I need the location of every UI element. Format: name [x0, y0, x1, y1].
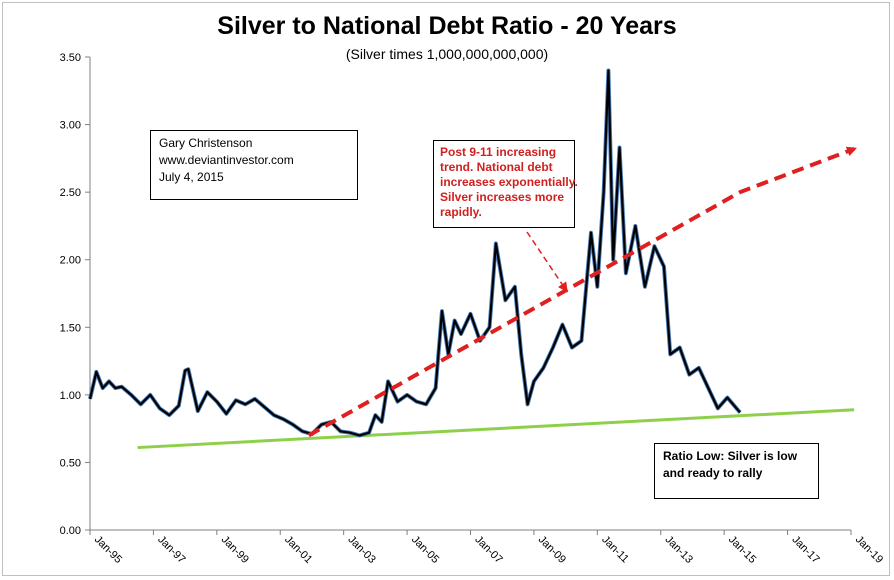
y-tick-label: 2.00 [60, 255, 81, 267]
chart-title: Silver to National Debt Ratio - 20 Years [217, 12, 677, 40]
author-name: Gary Christenson [159, 136, 253, 150]
x-tick-label: Jan-13 [663, 534, 695, 566]
x-tick-label: Jan-99 [219, 534, 251, 566]
post911-note: Post 9-11 increasing trend. National deb… [433, 140, 578, 228]
x-tick-label: Jan-03 [346, 534, 378, 566]
y-tick-label: 2.50 [60, 187, 81, 199]
annotation-pointer-arrow [526, 231, 568, 293]
x-tick-label: Jan-07 [472, 534, 504, 566]
ratio-low-line-1: Ratio Low: Silver is low [663, 449, 798, 463]
y-tick-label: 3.50 [60, 52, 81, 64]
support-trend-line [137, 408, 855, 450]
post911-line-5: rapidly. [440, 205, 482, 219]
y-tick-label: 0.00 [60, 525, 81, 537]
x-tick-label: Jan-11 [599, 534, 631, 566]
x-tick-label: Jan-09 [536, 534, 568, 566]
x-tick-label: Jan-01 [282, 534, 314, 566]
author-date: July 4, 2015 [159, 170, 224, 184]
x-tick-label: Jan-15 [726, 534, 758, 566]
x-tick-label: Jan-17 [789, 534, 821, 566]
post911-line-4: Silver increases more [440, 190, 565, 204]
ratio-line [88, 69, 741, 437]
y-tick-label: 1.00 [60, 390, 81, 402]
chart-subtitle: (Silver times 1,000,000,000,000) [345, 46, 549, 62]
ratio-low-note: Ratio Low: Silver is low and ready to ra… [654, 443, 819, 499]
post911-line-2: trend. National debt [440, 160, 553, 174]
author-site: www.deviantinvestor.com [159, 153, 294, 167]
y-tick-label: 1.50 [60, 322, 81, 334]
ratio-line-halo [88, 68, 742, 438]
author-note: Gary Christenson www.deviantinvestor.com… [150, 130, 358, 200]
red-trend-arrow [307, 146, 857, 438]
y-tick-label: 0.50 [60, 457, 81, 469]
y-tick-label: 3.00 [60, 120, 81, 132]
x-tick-label: Jan-19 [853, 534, 885, 566]
post911-line-3: increases exponentially. [440, 175, 578, 189]
x-tick-label: Jan-97 [155, 534, 187, 566]
x-tick-label: Jan-95 [92, 534, 124, 566]
x-tick-label: Jan-05 [409, 534, 441, 566]
post911-line-1: Post 9-11 increasing [440, 145, 557, 159]
ratio-low-line-2: and ready to rally [663, 466, 763, 480]
